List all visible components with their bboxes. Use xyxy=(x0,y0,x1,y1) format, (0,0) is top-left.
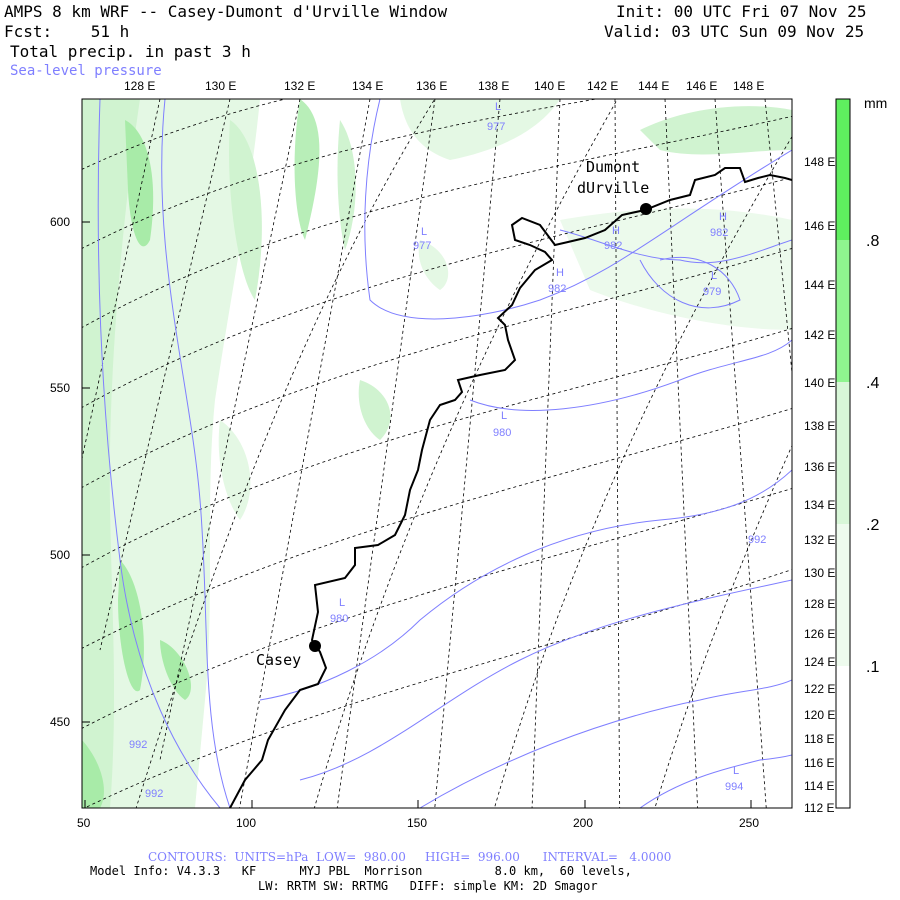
colorbar-label: .2 xyxy=(866,517,879,534)
lon-label: 118 E xyxy=(804,732,834,746)
pressure-value: 977 xyxy=(413,240,431,252)
pressure-type: L xyxy=(501,410,507,422)
colorbar-label: .8 xyxy=(866,233,879,250)
colorbar-segment xyxy=(836,99,850,240)
y-tick-label: 600 xyxy=(50,215,70,229)
pressure-value: 982 xyxy=(548,283,566,295)
y-axis: 600 550 500 450 xyxy=(50,215,90,729)
x-tick-label: 150 xyxy=(407,816,427,830)
x-tick-label: 50 xyxy=(77,816,91,830)
overlay-label: Sea-level pressure xyxy=(10,63,162,79)
map-title: AMPS 8 km WRF -- Casey-Dumont d'Urville … xyxy=(4,2,448,21)
pressure-contours xyxy=(97,99,792,808)
lon-label: 130 E xyxy=(804,566,835,580)
lon-label: 126 E xyxy=(804,627,835,641)
pressure-labels: L 977 L 977 H 982 H 982 H 982 L 979 L 98… xyxy=(129,101,766,800)
lon-label: 146 E xyxy=(686,79,717,93)
station-dumont: Dumont dUrville xyxy=(577,158,652,215)
lon-label: 134 E xyxy=(804,498,835,512)
lon-label: 132 E xyxy=(284,79,315,93)
lon-label: 148 E xyxy=(804,155,835,169)
y-tick-label: 500 xyxy=(50,548,70,562)
y-tick-label: 450 xyxy=(50,715,70,729)
lon-label: 134 E xyxy=(352,79,383,93)
pressure-value: 977 xyxy=(487,121,505,133)
pressure-type: L xyxy=(421,226,427,238)
station-label-line2: dUrville xyxy=(577,179,649,197)
pressure-type: L xyxy=(495,101,501,113)
lon-label: 128 E xyxy=(804,597,835,611)
x-tick-label: 100 xyxy=(236,816,256,830)
field-label: Total precip. in past 3 h xyxy=(10,42,251,61)
graticule xyxy=(82,99,792,808)
lon-label: 120 E xyxy=(804,708,835,722)
lon-label: 136 E xyxy=(804,460,835,474)
x-tick-label: 250 xyxy=(739,816,759,830)
pressure-value: 992 xyxy=(748,534,766,546)
model-physics: LW: RRTM SW: RRTMG DIFF: simple KM: 2D S… xyxy=(258,879,598,893)
forecast-hour: Fcst: 51 h xyxy=(4,22,130,41)
colorbar-unit: mm xyxy=(864,95,887,111)
lon-label: 140 E xyxy=(534,79,565,93)
right-longitude-labels: 148 E 146 E 144 E 142 E 140 E 138 E 136 … xyxy=(804,155,835,815)
plot-frame xyxy=(81,98,793,809)
lon-label: 122 E xyxy=(804,682,835,696)
coastline xyxy=(229,167,792,808)
y-tick-label: 550 xyxy=(50,381,70,395)
colorbar-segment xyxy=(836,524,850,666)
lon-label: 132 E xyxy=(804,533,835,547)
colorbar-label: .4 xyxy=(866,375,879,392)
station-marker xyxy=(640,203,652,215)
top-longitude-labels: 128 E 130 E 132 E 134 E 136 E 138 E 140 … xyxy=(124,79,764,93)
pressure-value: 980 xyxy=(330,613,348,625)
pressure-type: H xyxy=(612,225,620,237)
colorbar-frame xyxy=(835,98,851,809)
lon-label: 144 E xyxy=(804,278,835,292)
lon-label: 144 E xyxy=(638,79,669,93)
pressure-value: 980 xyxy=(493,427,511,439)
lon-label: 142 E xyxy=(587,79,618,93)
valid-time: Valid: 03 UTC Sun 09 Nov 25 xyxy=(604,22,865,41)
pressure-type: H xyxy=(556,267,564,279)
init-time: Init: 00 UTC Fri 07 Nov 25 xyxy=(616,2,867,21)
colorbar-segment xyxy=(836,666,850,808)
x-tick-label: 200 xyxy=(573,816,593,830)
model-info: Model Info: V4.3.3 KF MYJ PBL Morrison 8… xyxy=(90,864,632,878)
pressure-value: 982 xyxy=(710,227,728,239)
lon-label: 142 E xyxy=(804,328,835,342)
lon-label: 138 E xyxy=(478,79,509,93)
contour-info: CONTOURS: UNITS=hPa LOW= 980.00 HIGH= 99… xyxy=(148,850,672,864)
pressure-type: L xyxy=(339,597,345,609)
colorbar-label: .1 xyxy=(866,659,879,676)
lon-label: 112 E xyxy=(804,801,834,815)
pressure-value: 992 xyxy=(129,739,147,751)
lon-label: 148 E xyxy=(733,79,764,93)
lon-label: 140 E xyxy=(804,376,835,390)
station-casey: Casey xyxy=(256,640,321,669)
x-axis: 50 100 150 200 250 xyxy=(77,800,759,830)
pressure-type: L xyxy=(711,270,717,282)
lon-label: 114 E xyxy=(804,779,834,793)
pressure-value: 982 xyxy=(604,240,622,252)
lon-label: 116 E xyxy=(804,756,834,770)
lon-label: 128 E xyxy=(124,79,155,93)
lon-label: 146 E xyxy=(804,219,835,233)
colorbar: mm .8 .4 .2 .1 xyxy=(835,95,887,809)
lon-label: 130 E xyxy=(205,79,236,93)
station-label: Casey xyxy=(256,651,301,669)
pressure-value: 994 xyxy=(725,781,743,793)
colorbar-segment xyxy=(836,382,850,524)
pressure-type: L xyxy=(733,765,739,777)
station-label-line1: Dumont xyxy=(586,158,640,176)
pressure-type: H xyxy=(719,211,727,223)
pressure-value: 979 xyxy=(703,286,721,298)
precip-shading xyxy=(82,99,792,808)
lon-label: 138 E xyxy=(804,419,835,433)
colorbar-segment xyxy=(836,240,850,382)
lon-label: 136 E xyxy=(416,79,447,93)
station-marker xyxy=(309,640,321,652)
lon-label: 124 E xyxy=(804,655,835,669)
pressure-value: 992 xyxy=(145,788,163,800)
